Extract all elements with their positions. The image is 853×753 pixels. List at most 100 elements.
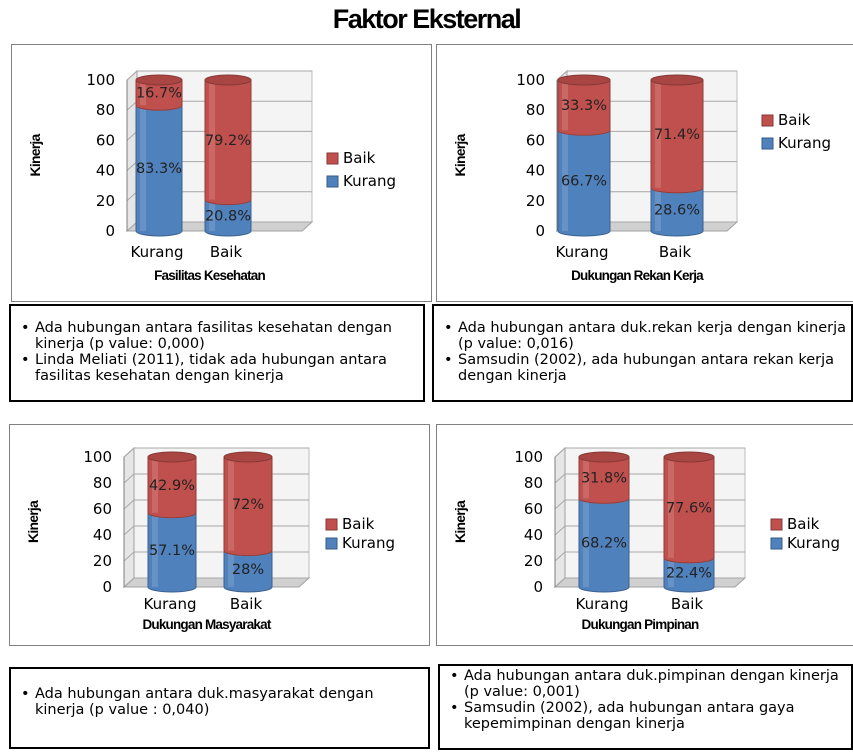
y-tick-label: 40 — [526, 162, 545, 180]
bar-highlight — [209, 80, 215, 200]
y-tick-label: 40 — [96, 162, 115, 180]
x-axis-title: Dukungan Masyarakat — [142, 617, 271, 632]
note-item: Linda Meliati (2011), tidak ada hubungan… — [15, 352, 419, 384]
bar-highlight — [152, 512, 158, 587]
note-list: Ada hubungan antara duk.rekan kerja deng… — [438, 320, 847, 384]
bar-top — [557, 74, 611, 86]
x-tick-label: Baik — [210, 243, 243, 261]
y-tick-label: 0 — [102, 578, 112, 596]
bar-highlight — [655, 80, 661, 188]
legend-label: Kurang — [342, 534, 395, 552]
bar-segment — [663, 557, 715, 593]
x-tick-label: Baik — [671, 595, 704, 613]
note-box-pimpinan: Ada hubungan antara duk.pimpinan dengan … — [438, 664, 853, 750]
legend-label: Baik — [342, 515, 375, 533]
note-item: Ada hubungan antara duk.masyarakat denga… — [15, 686, 424, 718]
legend-label: Kurang — [343, 172, 396, 190]
gridline-side — [126, 161, 138, 171]
legend-swatch — [326, 152, 339, 165]
chart-panel-fasilitas: 0 20 40 60 80 100 83.3% 16.7% Kurang 20.8% 79.2% Ba… — [11, 44, 432, 302]
bar-segment — [135, 79, 183, 111]
x-tick-label: Kurang — [144, 595, 197, 613]
gridline-side — [126, 221, 138, 232]
y-axis-title: Kinerja — [452, 134, 468, 177]
chart-side-wall — [123, 446, 135, 589]
x-axis-title: Dukungan Pimpinan — [582, 617, 699, 632]
bar-segment — [557, 129, 611, 237]
legend-swatch — [770, 518, 783, 531]
bar-highlight — [562, 80, 568, 131]
note-item: Ada hubungan antara duk.pimpinan dengan … — [444, 668, 847, 700]
bar-top — [578, 451, 630, 463]
legend-label: Baik — [778, 111, 811, 129]
bar-highlight — [583, 498, 589, 587]
bar-highlight — [583, 457, 589, 499]
data-label: 71.4% — [654, 127, 700, 143]
note-item: Samsudin (2002), ada hubungan antara gay… — [444, 700, 847, 732]
bar-segment — [223, 550, 273, 593]
data-label: 31.8% — [581, 471, 627, 487]
y-tick-label: 80 — [96, 101, 115, 119]
bar-segment — [578, 497, 630, 593]
y-tick-label: 0 — [105, 222, 115, 240]
note-list: Ada hubungan antara fasilitas kesehatan … — [15, 320, 419, 384]
y-tick-label: 40 — [93, 526, 112, 544]
note-box-fasilitas: Ada hubungan antara fasilitas kesehatan … — [9, 304, 425, 402]
data-label: 28% — [232, 562, 264, 578]
bar-highlight — [209, 199, 215, 231]
chart-pimpinan: 0 20 40 60 80 100 68.2% 31.8% Kurang 22.4% 77.6% Ba… — [452, 446, 840, 632]
y-axis-title: Kinerja — [25, 500, 41, 543]
x-tick-label: Kurang — [556, 243, 609, 261]
bar-segment — [204, 199, 252, 237]
legend-swatch — [761, 114, 774, 127]
gridline-side — [123, 447, 135, 458]
note-box-masyarakat: Ada hubungan antara duk.masyarakat denga… — [9, 667, 430, 749]
legend-label: Baik — [787, 515, 820, 533]
bar-segment — [557, 79, 611, 136]
note-list: Ada hubungan antara duk.masyarakat denga… — [15, 686, 424, 718]
y-tick-label: 0 — [533, 578, 543, 596]
data-label: 28.6% — [654, 202, 700, 218]
chart-panel-pimpinan: 0 20 40 60 80 100 68.2% 31.8% Kurang 22.4% 77.6% Ba… — [436, 424, 853, 646]
data-label: 20.8% — [205, 208, 251, 224]
bar-segment — [578, 456, 630, 504]
y-tick-label: 20 — [96, 192, 115, 210]
x-axis-title: Dukungan Rekan Kerja — [571, 268, 704, 283]
gridline-side — [123, 577, 135, 588]
bar-segment — [147, 512, 197, 593]
y-tick-label: 60 — [96, 131, 115, 149]
y-tick-label: 60 — [524, 500, 543, 518]
y-tick-label: 40 — [524, 526, 543, 544]
gridline-side — [123, 473, 135, 484]
y-tick-label: 80 — [526, 101, 545, 119]
bar-segment — [204, 79, 252, 206]
bar-highlight — [655, 187, 661, 231]
bar-highlight — [228, 457, 234, 551]
gridline-side — [126, 70, 138, 81]
y-tick-label: 80 — [524, 474, 543, 492]
y-tick-label: 60 — [93, 500, 112, 518]
bar-top — [135, 74, 183, 86]
bar-highlight — [668, 457, 674, 558]
gridline-side — [126, 131, 138, 141]
note-box-rekan-kerja: Ada hubungan antara duk.rekan kerja deng… — [432, 304, 853, 402]
data-label: 68.2% — [581, 536, 627, 552]
bar-segment — [663, 456, 715, 564]
x-tick-label: Baik — [230, 595, 263, 613]
y-tick-label: 60 — [526, 131, 545, 149]
data-label: 66.7% — [561, 174, 607, 190]
y-axis-title: Kinerja — [452, 500, 468, 543]
data-label: 33.3% — [561, 98, 607, 114]
x-axis-title: Fasilitas Kesehatan — [154, 268, 265, 283]
data-label: 77.6% — [666, 500, 712, 516]
x-tick-label: Baik — [659, 243, 692, 261]
bar-top — [663, 451, 715, 463]
gridline-side — [126, 100, 138, 111]
bar-highlight — [228, 550, 234, 587]
chart-panel-rekan-kerja: 0 20 40 60 80 100 66.7% 33.3% Kurang 28.6% 71.4% Ba… — [436, 44, 853, 302]
chart-panel-masyarakat: 0 20 40 60 80 100 57.1% 42.9% Kurang 28% 72% Baik Du… — [9, 424, 430, 646]
y-tick-label: 80 — [93, 474, 112, 492]
gridline-side — [554, 577, 566, 588]
bar-segment — [223, 456, 273, 557]
chart-masyarakat: 0 20 40 60 80 100 57.1% 42.9% Kurang 28% 72% Baik Du… — [25, 446, 395, 632]
